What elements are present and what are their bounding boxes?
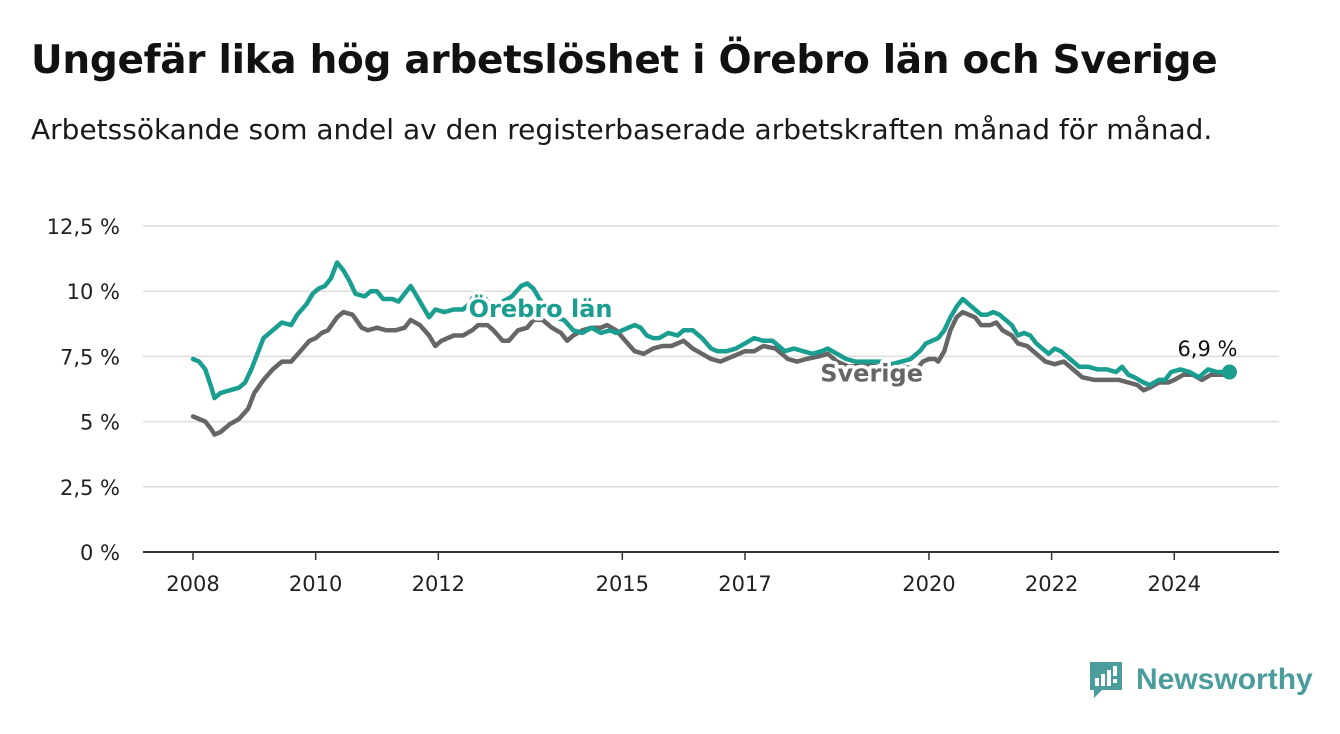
- x-tick-label: 2022: [1025, 572, 1078, 596]
- newsworthy-logo-text: Newsworthy: [1136, 663, 1313, 696]
- annotations: Örebro län Sverige 6,9 %: [465, 289, 1237, 391]
- x-tick-label: 2017: [718, 572, 771, 596]
- series-line-orebro-lan: [190, 260, 1232, 401]
- series-lines: [190, 260, 1232, 437]
- endpoint-marker: [1221, 364, 1237, 380]
- y-tick-label: 0 %: [80, 541, 120, 565]
- grid: [143, 225, 1279, 553]
- x-tick-label: 2015: [596, 572, 649, 596]
- label-orebro-lan: Örebro län: [469, 293, 613, 323]
- chart-subtitle: Arbetssökande som andel av den registerb…: [31, 113, 1213, 146]
- newsworthy-bar-chart-icon: [1090, 662, 1122, 698]
- x-tick-label: 2020: [902, 572, 955, 596]
- endpoint-value-label: 6,9 %: [1177, 337, 1237, 361]
- x-axis-tick-labels: 2008 2010 2012 2015 2017 2020 2022 2024: [166, 552, 1201, 596]
- newsworthy-logo: Newsworthy: [1088, 660, 1313, 700]
- y-axis-tick-labels: 0 % 2,5 % 5 % 7,5 % 10 % 12,5 %: [47, 215, 120, 565]
- y-tick-label: 2,5 %: [60, 476, 120, 500]
- x-tick-label: 2024: [1148, 572, 1201, 596]
- chart-title: Ungefär lika hög arbetslöshet i Örebro l…: [31, 38, 1218, 83]
- label-sverige: Sverige: [820, 360, 923, 388]
- x-tick-label: 2012: [412, 572, 465, 596]
- y-tick-label: 7,5 %: [60, 345, 120, 369]
- x-tick-label: 2008: [166, 572, 219, 596]
- y-tick-label: 10 %: [67, 280, 120, 304]
- x-tick-label: 2010: [289, 572, 342, 596]
- y-tick-label: 12,5 %: [47, 215, 120, 239]
- y-tick-label: 5 %: [80, 411, 120, 435]
- series-line-sverige: [190, 309, 1232, 437]
